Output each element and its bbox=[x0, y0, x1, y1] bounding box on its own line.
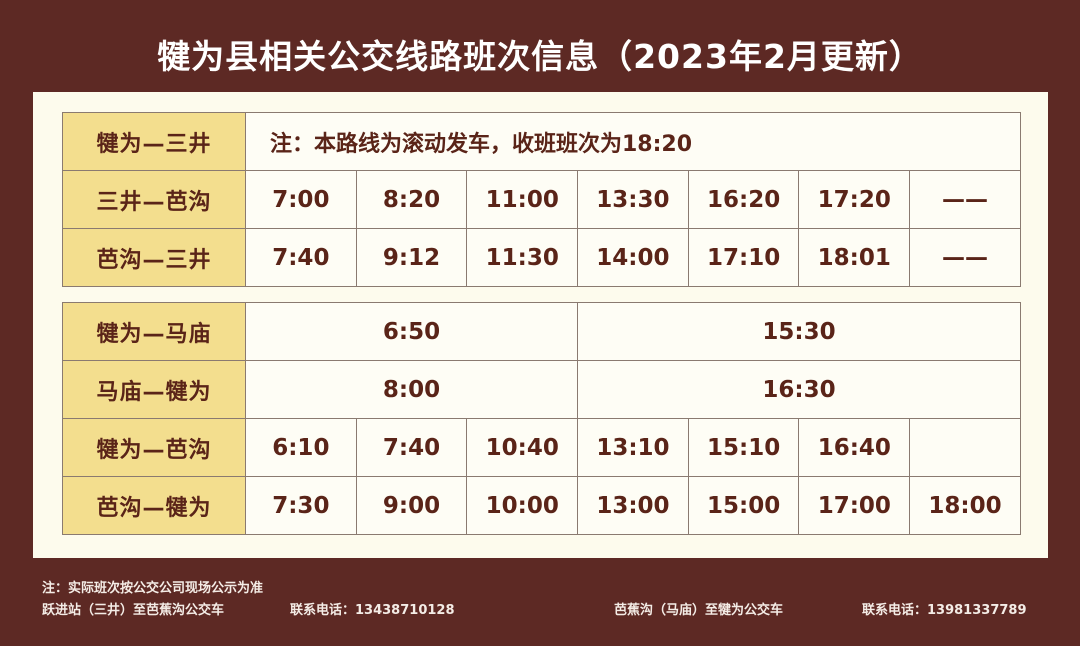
table-row: 犍为—芭沟 6:10 7:40 10:40 13:10 15:10 16:40 bbox=[62, 418, 1021, 477]
table-row: 马庙—犍为 8:00 16:30 bbox=[62, 360, 1021, 419]
time-cell: 9:12 bbox=[355, 228, 468, 287]
time-cell: 14:00 bbox=[577, 228, 689, 287]
footer-left-route: 跃进站（三井）至芭蕉沟公交车 bbox=[42, 603, 225, 618]
time-cell: 9:00 bbox=[355, 476, 468, 535]
table-row: 犍为—三井 注：本路线为滚动发车，收班班次为18:20 bbox=[62, 112, 1021, 171]
table-row: 三井—芭沟 7:00 8:20 11:00 13:30 16:20 17:20 … bbox=[62, 170, 1021, 229]
time-cell: 16:20 bbox=[687, 170, 800, 229]
time-cell: 15:30 bbox=[577, 302, 1021, 361]
time-cell: 17:20 bbox=[798, 170, 911, 229]
time-cell: 11:00 bbox=[466, 170, 579, 229]
time-cell: 10:00 bbox=[466, 476, 579, 535]
time-cell: 6:10 bbox=[245, 418, 357, 477]
route-label: 马庙—犍为 bbox=[62, 360, 246, 419]
time-cell: 13:30 bbox=[577, 170, 689, 229]
time-cell: —— bbox=[909, 170, 1021, 229]
time-cell: 13:10 bbox=[577, 418, 689, 477]
time-cell: 7:30 bbox=[245, 476, 357, 535]
time-cell: 8:00 bbox=[244, 360, 579, 419]
route-label: 犍为—芭沟 bbox=[62, 418, 246, 477]
time-cell: 17:00 bbox=[798, 476, 911, 535]
route-label: 芭沟—三井 bbox=[62, 228, 246, 287]
schedule-table-miao-bagou: 犍为—马庙 6:50 15:30 马庙—犍为 8:00 16:30 犍为—芭沟 … bbox=[62, 302, 1021, 535]
time-cell: 16:40 bbox=[798, 418, 911, 477]
route-label: 犍为—马庙 bbox=[62, 302, 246, 361]
page-title: 犍为县相关公交线路班次信息（2023年2月更新） bbox=[157, 37, 923, 76]
time-cell: 18:01 bbox=[798, 228, 911, 287]
route-note: 注：本路线为滚动发车，收班班次为18:20 bbox=[245, 112, 1021, 171]
footer-right-route: 芭蕉沟（马庙）至犍为公交车 bbox=[614, 603, 784, 618]
footer-note: 注：实际班次按公交公司现场公示为准 bbox=[42, 581, 264, 596]
route-label: 三井—芭沟 bbox=[62, 170, 246, 229]
footer-left-phone: 联系电话：13438710128 bbox=[290, 603, 455, 618]
time-cell: 18:00 bbox=[909, 476, 1021, 535]
time-cell: 6:50 bbox=[244, 302, 579, 361]
time-cell: 15:10 bbox=[687, 418, 800, 477]
time-cell: —— bbox=[909, 228, 1021, 287]
time-cell bbox=[909, 418, 1021, 477]
time-cell: 16:30 bbox=[577, 360, 1021, 419]
time-cell: 7:40 bbox=[355, 418, 468, 477]
time-cell: 7:40 bbox=[245, 228, 357, 287]
time-cell: 7:00 bbox=[245, 170, 357, 229]
time-cell: 8:20 bbox=[355, 170, 468, 229]
footer-right-phone: 联系电话：13981337789 bbox=[862, 603, 1027, 618]
schedule-table-sanjing: 犍为—三井 注：本路线为滚动发车，收班班次为18:20 三井—芭沟 7:00 8… bbox=[62, 112, 1021, 287]
time-cell: 11:30 bbox=[466, 228, 579, 287]
time-cell: 15:00 bbox=[687, 476, 800, 535]
time-cell: 13:00 bbox=[577, 476, 689, 535]
route-label: 芭沟—犍为 bbox=[62, 476, 246, 535]
table-row: 芭沟—犍为 7:30 9:00 10:00 13:00 15:00 17:00 … bbox=[62, 476, 1021, 535]
route-label: 犍为—三井 bbox=[62, 112, 246, 171]
table-row: 芭沟—三井 7:40 9:12 11:30 14:00 17:10 18:01 … bbox=[62, 228, 1021, 287]
table-row: 犍为—马庙 6:50 15:30 bbox=[62, 302, 1021, 361]
time-cell: 10:40 bbox=[466, 418, 579, 477]
time-cell: 17:10 bbox=[687, 228, 800, 287]
